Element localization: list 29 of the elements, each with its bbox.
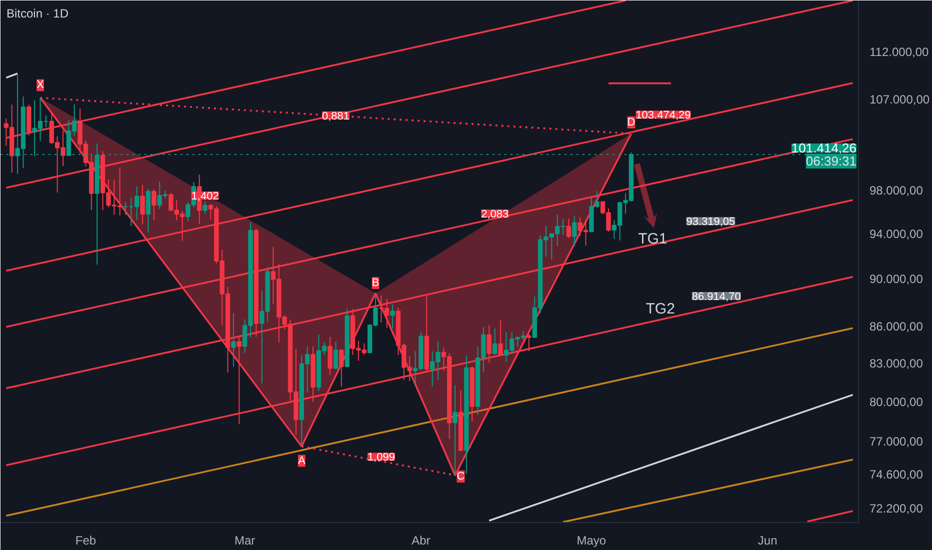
x-tick-label: Feb bbox=[75, 534, 96, 548]
annotation: 0,881 bbox=[322, 110, 350, 122]
y-tick-label: 80.000,00 bbox=[870, 394, 924, 409]
x-tick-label: Mar bbox=[234, 534, 256, 548]
text: Bitcoin · 1D bbox=[6, 6, 69, 20]
y-tick-label: 72.200,00 bbox=[870, 501, 924, 516]
annotation: 1,402 bbox=[191, 190, 219, 202]
y-tick-label: 90.000,00 bbox=[870, 272, 924, 286]
annotation: 06:39:31 bbox=[806, 154, 857, 169]
y-tick-label: 94.000,00 bbox=[870, 227, 924, 242]
y-tick-label: 98.000,00 bbox=[870, 184, 924, 198]
annotation: 2,083 bbox=[481, 208, 509, 220]
y-tick-label: 86.000,00 bbox=[870, 320, 924, 334]
annotation: D bbox=[627, 116, 636, 128]
x-tick-label: Jun bbox=[758, 534, 778, 548]
x-tick-label: Mayo bbox=[576, 534, 606, 548]
y-tick-label: 83.000,00 bbox=[870, 356, 924, 370]
annotation: TG2 bbox=[646, 300, 675, 318]
annotation: C bbox=[456, 470, 465, 482]
ref-line-label: 101.414,26 bbox=[791, 140, 857, 156]
annotation: A bbox=[298, 454, 306, 467]
annotation: X bbox=[36, 79, 45, 92]
y-tick-label: 74.600,00 bbox=[870, 467, 924, 482]
y-tick-label: 77.000,00 bbox=[870, 434, 924, 449]
x-tick-label: Abr bbox=[412, 534, 430, 548]
y-tick-label: 107.000,00 bbox=[870, 92, 930, 106]
annotation: TG1 bbox=[638, 230, 668, 248]
annotation: B bbox=[372, 277, 380, 290]
y-tick-label: 112.000,00 bbox=[870, 44, 929, 59]
